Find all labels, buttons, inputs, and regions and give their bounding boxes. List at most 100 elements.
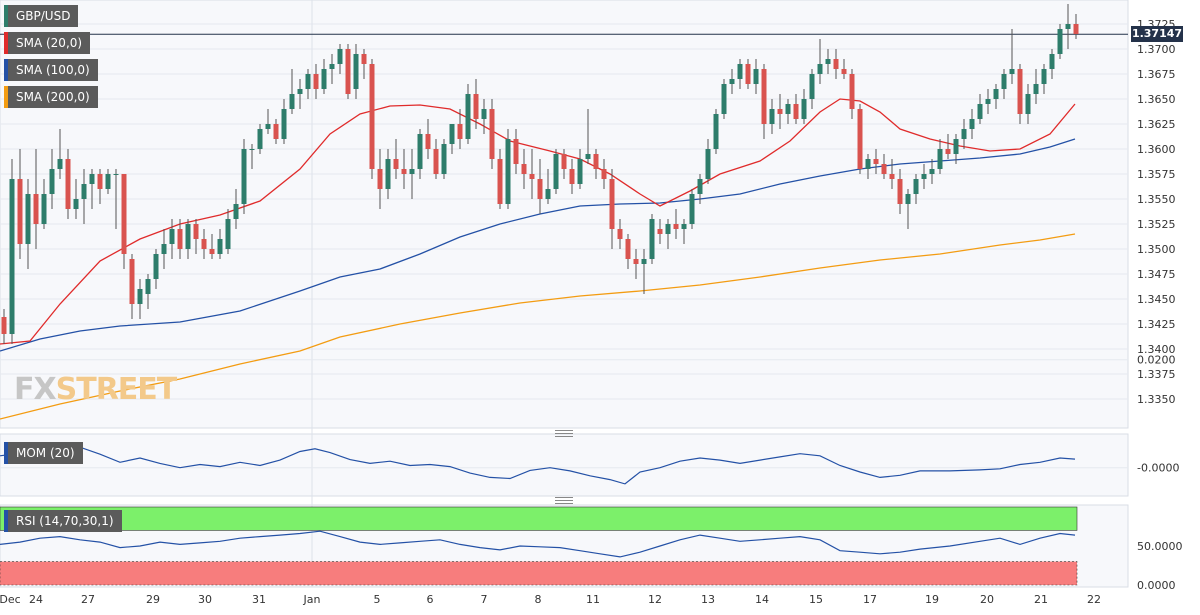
candle-body: [49, 169, 55, 194]
candle-body: [945, 149, 951, 154]
y-tick-label: 1.3475: [1137, 268, 1176, 281]
legend-sma200: SMA (200,0): [4, 86, 98, 108]
x-tick-label: 13: [701, 593, 715, 606]
candle-body: [809, 74, 815, 99]
rsi-oversold-zone: [0, 561, 1078, 586]
x-tick-label: 7: [481, 593, 488, 606]
y-tick-label: 1.3650: [1137, 93, 1176, 106]
candle-body: [1065, 24, 1071, 29]
candle-body: [185, 224, 191, 249]
candle-body: [729, 79, 735, 84]
candle-body: [233, 204, 239, 219]
pane-resize-handle-rsi[interactable]: [555, 497, 573, 504]
candle-body: [281, 109, 287, 139]
y-tick-label: 1.3700: [1137, 43, 1176, 56]
candle-body: [257, 129, 263, 149]
rsi-y-tick-label: 50.0000: [1137, 540, 1183, 553]
candle-body: [313, 74, 319, 89]
candle-body: [489, 109, 495, 159]
candle-body: [1, 317, 7, 334]
candle-body: [465, 94, 471, 139]
candle-body: [361, 54, 367, 64]
candle-body: [913, 179, 919, 194]
candle-body: [89, 174, 95, 184]
y-tick-label: 1.3425: [1137, 318, 1176, 331]
candle-body: [353, 54, 359, 89]
y-tick-label: 1.3550: [1137, 193, 1176, 206]
candle-body: [169, 229, 175, 244]
x-tick-label: 27: [81, 593, 95, 606]
candle-body: [585, 154, 591, 159]
candle-body: [217, 239, 223, 254]
y-tick-label: 1.3500: [1137, 243, 1176, 256]
candle-body: [409, 169, 415, 174]
candle-body: [513, 139, 519, 164]
rsi-y-tick-label: 0.0000: [1137, 579, 1176, 592]
sma200-line: [0, 233, 1076, 420]
x-tick-label: 14: [755, 593, 769, 606]
candle-body: [225, 219, 231, 249]
candle-body: [297, 89, 303, 94]
legend-mom-label: MOM (20): [16, 446, 75, 460]
legend-sma200-swatch: [4, 86, 8, 108]
candle-body: [849, 74, 855, 109]
candle-body: [769, 109, 775, 124]
candle-body: [401, 169, 407, 174]
candle-body: [57, 159, 63, 169]
candle-body: [273, 124, 279, 139]
mom-y-tick-label: 0.0200: [1137, 354, 1176, 367]
candle-body: [65, 159, 71, 209]
candle-body: [777, 109, 783, 114]
legend-sma20-label: SMA (20,0): [16, 36, 83, 50]
candle-body: [209, 249, 215, 254]
candle-body: [417, 134, 423, 169]
candle-body: [745, 64, 751, 84]
candle-body: [521, 164, 527, 174]
y-tick-label: 1.3525: [1137, 218, 1176, 231]
candle-body: [1033, 84, 1039, 94]
legend-rsi-label: RSI (14,70,30,1): [16, 514, 114, 528]
candle-body: [433, 149, 439, 174]
candle-body: [761, 69, 767, 124]
x-tick-label: 11: [586, 593, 600, 606]
candle-body: [73, 199, 79, 209]
y-tick-label: 1.3600: [1137, 143, 1176, 156]
candle-body: [385, 159, 391, 189]
y-tick-label: 1.3625: [1137, 118, 1176, 131]
candle-body: [369, 64, 375, 169]
legend-symbol-swatch: [4, 5, 8, 27]
candle-body: [897, 179, 903, 204]
candle-body: [1009, 69, 1015, 74]
candle-body: [337, 49, 343, 64]
candle-body: [329, 64, 335, 69]
candle-body: [617, 229, 623, 239]
x-tick-label: 29: [146, 593, 160, 606]
candle-body: [721, 84, 727, 114]
candle-body: [705, 149, 711, 179]
candle-body: [545, 189, 551, 199]
candle-body: [97, 174, 103, 189]
candle-body: [81, 184, 87, 199]
candle-body: [129, 259, 135, 304]
candle-body: [161, 244, 167, 254]
rsi-line: [0, 530, 1076, 558]
candle-body: [593, 154, 599, 169]
candle-body: [993, 89, 999, 99]
pane-resize-handle-mom[interactable]: [555, 430, 573, 437]
x-tick-label: 8: [535, 593, 542, 606]
candle-body: [177, 229, 183, 249]
mom-pane: [0, 433, 1129, 497]
candle-body: [969, 119, 975, 129]
x-tick-label: Jan: [303, 593, 321, 606]
y-tick-label: 1.3350: [1137, 393, 1176, 406]
candle-body: [953, 139, 959, 154]
candle-body: [841, 69, 847, 74]
candle-body: [1041, 69, 1047, 84]
candle-body: [801, 99, 807, 119]
rsi-overbought-zone: [0, 506, 1078, 531]
candle-body: [105, 174, 111, 189]
candle-body: [457, 124, 463, 139]
legend-rsi: RSI (14,70,30,1): [4, 510, 122, 532]
candle-body: [481, 109, 487, 119]
